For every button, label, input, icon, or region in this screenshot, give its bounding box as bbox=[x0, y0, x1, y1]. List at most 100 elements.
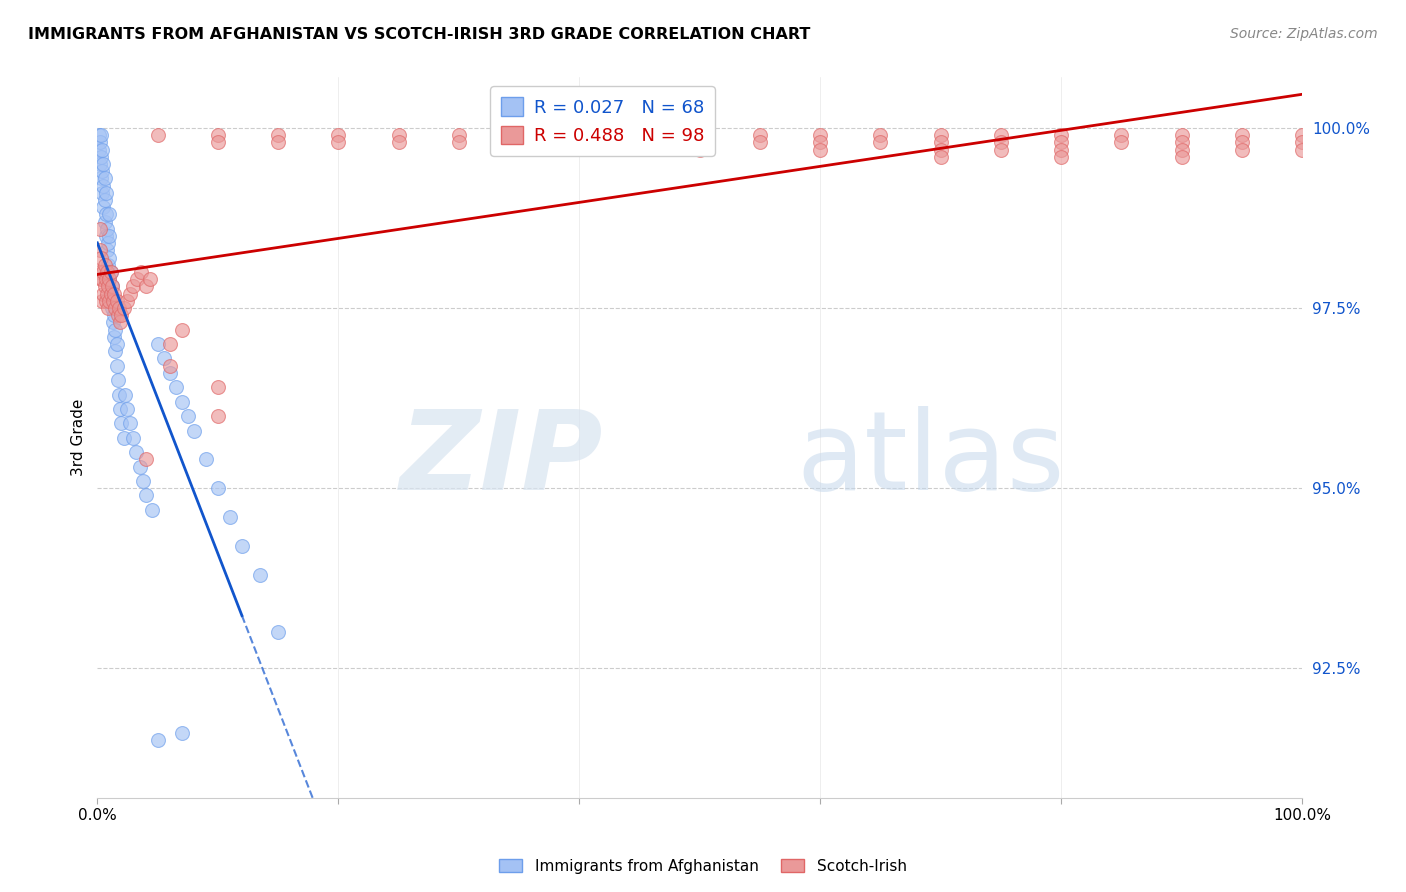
Point bbox=[207, 409, 229, 424]
Point bbox=[94, 229, 117, 244]
Point bbox=[117, 293, 139, 308]
Point bbox=[808, 136, 831, 150]
Point bbox=[125, 445, 148, 459]
Point bbox=[98, 251, 121, 265]
Point bbox=[122, 431, 145, 445]
Point bbox=[929, 143, 952, 157]
Point bbox=[194, 452, 217, 467]
Point bbox=[207, 481, 229, 495]
Point bbox=[159, 337, 181, 351]
Point bbox=[1170, 143, 1192, 157]
Point bbox=[90, 150, 112, 164]
Point bbox=[387, 136, 409, 150]
Point bbox=[96, 244, 118, 258]
Point bbox=[1291, 143, 1313, 157]
Point bbox=[808, 128, 831, 142]
Point bbox=[183, 424, 205, 438]
Point bbox=[1050, 128, 1073, 142]
Point bbox=[207, 128, 229, 142]
Point bbox=[91, 272, 114, 286]
Point bbox=[103, 330, 125, 344]
Point bbox=[219, 510, 242, 524]
Text: atlas: atlas bbox=[796, 406, 1064, 513]
Point bbox=[100, 265, 122, 279]
Point bbox=[118, 286, 141, 301]
Point bbox=[94, 293, 117, 308]
Point bbox=[100, 265, 122, 279]
Point bbox=[96, 265, 118, 279]
Point bbox=[94, 207, 117, 221]
Point bbox=[1111, 136, 1133, 150]
Point bbox=[387, 128, 409, 142]
Point bbox=[170, 726, 193, 740]
Point bbox=[89, 136, 111, 150]
Point bbox=[105, 359, 128, 373]
Point bbox=[96, 286, 118, 301]
Point bbox=[93, 265, 115, 279]
Point bbox=[135, 488, 157, 502]
Point bbox=[89, 157, 111, 171]
Point bbox=[118, 417, 141, 431]
Point bbox=[929, 150, 952, 164]
Point bbox=[98, 207, 121, 221]
Point bbox=[96, 221, 118, 235]
Point bbox=[128, 459, 150, 474]
Point bbox=[100, 286, 122, 301]
Point bbox=[929, 128, 952, 142]
Point bbox=[89, 221, 111, 235]
Point bbox=[97, 258, 120, 272]
Point bbox=[328, 128, 350, 142]
Point bbox=[107, 373, 129, 387]
Point bbox=[1291, 136, 1313, 150]
Point bbox=[207, 136, 229, 150]
Point bbox=[628, 136, 651, 150]
Point bbox=[129, 265, 152, 279]
Point bbox=[104, 344, 127, 359]
Text: IMMIGRANTS FROM AFGHANISTAN VS SCOTCH-IRISH 3RD GRADE CORRELATION CHART: IMMIGRANTS FROM AFGHANISTAN VS SCOTCH-IR… bbox=[28, 27, 810, 42]
Point bbox=[146, 337, 169, 351]
Point bbox=[101, 293, 124, 308]
Point bbox=[93, 279, 115, 293]
Point bbox=[170, 323, 193, 337]
Point bbox=[159, 366, 181, 380]
Point bbox=[1291, 128, 1313, 142]
Point bbox=[152, 351, 174, 366]
Point bbox=[108, 301, 131, 315]
Point bbox=[93, 178, 115, 193]
Text: ZIP: ZIP bbox=[399, 406, 603, 513]
Point bbox=[231, 539, 253, 553]
Point bbox=[1230, 143, 1253, 157]
Legend: R = 0.027   N = 68, R = 0.488   N = 98: R = 0.027 N = 68, R = 0.488 N = 98 bbox=[491, 87, 714, 156]
Point bbox=[122, 279, 145, 293]
Point bbox=[93, 286, 115, 301]
Point bbox=[869, 136, 891, 150]
Point bbox=[170, 394, 193, 409]
Point bbox=[107, 308, 129, 322]
Point bbox=[105, 337, 128, 351]
Point bbox=[628, 128, 651, 142]
Point bbox=[101, 279, 124, 293]
Point bbox=[91, 143, 114, 157]
Point bbox=[112, 301, 135, 315]
Point bbox=[132, 474, 155, 488]
Point bbox=[91, 186, 114, 200]
Point bbox=[110, 315, 132, 329]
Point bbox=[267, 625, 290, 640]
Point bbox=[135, 452, 157, 467]
Point bbox=[87, 143, 110, 157]
Point bbox=[93, 157, 115, 171]
Point bbox=[990, 136, 1012, 150]
Point bbox=[1230, 128, 1253, 142]
Legend: Immigrants from Afghanistan, Scotch-Irish: Immigrants from Afghanistan, Scotch-Iris… bbox=[494, 853, 912, 880]
Point bbox=[447, 128, 470, 142]
Text: Source: ZipAtlas.com: Source: ZipAtlas.com bbox=[1230, 27, 1378, 41]
Point bbox=[146, 128, 169, 142]
Point bbox=[97, 279, 120, 293]
Point bbox=[90, 272, 112, 286]
Point bbox=[98, 229, 121, 244]
Point bbox=[103, 286, 125, 301]
Point bbox=[447, 136, 470, 150]
Point bbox=[328, 136, 350, 150]
Point bbox=[104, 323, 127, 337]
Point bbox=[1050, 150, 1073, 164]
